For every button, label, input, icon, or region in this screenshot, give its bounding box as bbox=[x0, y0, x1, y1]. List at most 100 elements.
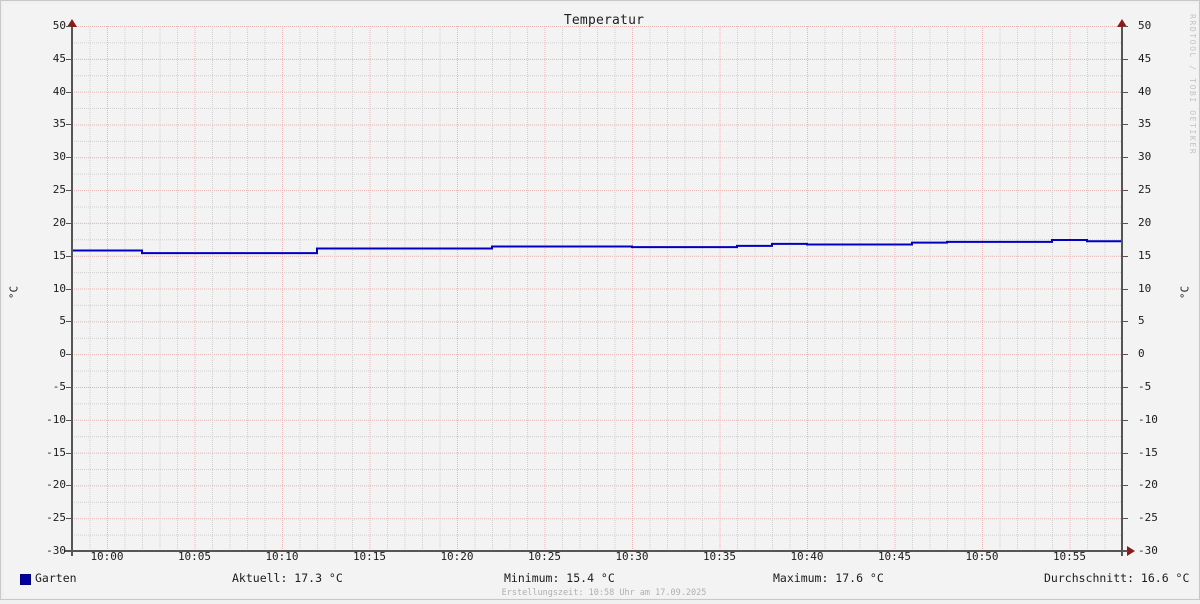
y-axis-right-tick-label: 20 bbox=[1138, 215, 1152, 229]
x-axis-spine bbox=[64, 550, 1127, 552]
y-axis-right-tick-label: 30 bbox=[1138, 150, 1152, 164]
y-axis-right-tick-label: -30 bbox=[1138, 544, 1158, 557]
y-axis-right-tick-label: 40 bbox=[1138, 84, 1152, 98]
y-axis-tick-mark bbox=[1123, 58, 1128, 60]
y-axis-left-arrow-icon bbox=[67, 19, 77, 27]
y-axis-tick-mark bbox=[66, 485, 71, 487]
y-axis-left-tick-label: -20 bbox=[46, 478, 66, 492]
y-axis-tick-mark bbox=[66, 354, 71, 356]
y-axis-right-tick-label: 0 bbox=[1138, 347, 1145, 361]
y-axis-tick-mark bbox=[66, 321, 71, 323]
y-axis-tick-mark bbox=[66, 452, 71, 454]
x-axis-tick-label: 10:10 bbox=[265, 550, 299, 563]
y-axis-left-tick-label: 30 bbox=[52, 150, 66, 164]
x-axis-tick-label: 10:00 bbox=[90, 550, 124, 563]
chart-canvas: Temperatur °C °C RRDTOOL / TOBI OETIKER … bbox=[4, 4, 1198, 598]
legend-label-garten: Garten bbox=[35, 571, 77, 585]
y-axis-left-tick-label: -15 bbox=[46, 445, 66, 459]
y-axis-tick-mark bbox=[1123, 157, 1128, 159]
y-axis-tick-mark bbox=[1123, 551, 1128, 552]
y-axis-tick-mark bbox=[66, 91, 71, 93]
x-axis-tick-label: 10:20 bbox=[440, 550, 474, 563]
y-axis-tick-mark bbox=[66, 26, 71, 27]
x-axis-tick-label: 10:45 bbox=[877, 550, 912, 563]
page-title: Temperatur bbox=[563, 13, 645, 28]
y-axis-tick-mark bbox=[1123, 26, 1128, 27]
y-axis-left-tick-label: 15 bbox=[52, 248, 66, 262]
y-axis-left-tick-label: 50 bbox=[52, 19, 66, 32]
y-axis-tick-mark bbox=[66, 190, 71, 192]
x-axis-arrow-icon bbox=[1127, 546, 1135, 556]
y-axis-tick-mark bbox=[1123, 288, 1128, 290]
y-axis-left-spine bbox=[71, 26, 73, 556]
y-axis-tick-mark bbox=[1123, 419, 1128, 421]
y-axis-tick-mark bbox=[66, 518, 71, 520]
x-axis-tick-label: 10:30 bbox=[615, 550, 649, 563]
x-axis-tick-label: 10:25 bbox=[527, 550, 562, 563]
x-axis-tick-label: 10:50 bbox=[965, 550, 999, 563]
y-axis-tick-mark bbox=[66, 222, 71, 224]
y-axis-left-tick-label: -10 bbox=[46, 412, 66, 426]
y-axis-tick-mark bbox=[1123, 124, 1128, 126]
y-axis-tick-mark bbox=[66, 124, 71, 126]
y-axis-left-tick-label: -25 bbox=[46, 511, 66, 525]
y-axis-right-tick-label: 35 bbox=[1138, 117, 1152, 131]
y-axis-right-spine bbox=[1121, 26, 1123, 556]
y-axis-right-unit-label: °C bbox=[1178, 285, 1192, 300]
x-axis-tick-label: 10:15 bbox=[352, 550, 387, 563]
rrdtool-watermark: RRDTOOL / TOBI OETIKER bbox=[1188, 14, 1197, 156]
y-axis-left-tick-label: 25 bbox=[52, 183, 66, 197]
legend-color-swatch bbox=[20, 574, 31, 585]
stat-current-value: Aktuell: 17.3 °C bbox=[232, 571, 343, 585]
y-axis-right-tick-label: 50 bbox=[1138, 19, 1152, 32]
y-axis-tick-mark bbox=[66, 58, 71, 60]
y-axis-tick-mark bbox=[1123, 255, 1128, 257]
status-bar: Garten Aktuell: 17.3 °C Minimum: 15.4 °C… bbox=[4, 570, 1200, 590]
y-axis-tick-mark bbox=[1123, 386, 1128, 388]
y-axis-tick-mark bbox=[66, 419, 71, 421]
data-line-garten bbox=[72, 238, 1123, 255]
y-axis-left-tick-label: -30 bbox=[46, 544, 66, 557]
creation-timestamp: Erstellungszeit: 10:58 Uhr am 17.09.2025 bbox=[501, 588, 707, 598]
y-axis-tick-mark bbox=[66, 288, 71, 290]
y-axis-left-tick-label: 40 bbox=[52, 84, 66, 98]
y-axis-left-tick-label: -5 bbox=[52, 379, 66, 393]
y-axis-tick-mark bbox=[1123, 321, 1128, 323]
y-axis-left-tick-label: 35 bbox=[52, 117, 66, 131]
y-axis-tick-mark bbox=[1123, 485, 1128, 487]
y-axis-right-tick-label: -10 bbox=[1138, 412, 1158, 426]
y-axis-left-unit-label: °C bbox=[7, 285, 21, 300]
y-axis-tick-mark bbox=[66, 386, 71, 388]
y-axis-left-tick-label: 45 bbox=[52, 51, 66, 65]
y-axis-tick-mark bbox=[1123, 190, 1128, 192]
y-axis-tick-mark bbox=[1123, 91, 1128, 93]
stat-minimum-value: Minimum: 15.4 °C bbox=[504, 571, 615, 585]
y-axis-tick-mark bbox=[1123, 452, 1128, 454]
y-axis-right-arrow-icon bbox=[1117, 19, 1127, 27]
y-axis-left-tick-label: 10 bbox=[52, 281, 66, 295]
y-axis-right-tick-label: -25 bbox=[1138, 511, 1158, 525]
y-axis-tick-mark bbox=[1123, 354, 1128, 356]
stat-maximum-value: Maximum: 17.6 °C bbox=[773, 571, 884, 585]
y-axis-tick-mark bbox=[66, 255, 71, 257]
y-axis-left-tick-label: 5 bbox=[59, 314, 66, 328]
y-axis-right-tick-label: 5 bbox=[1138, 314, 1145, 328]
y-axis-tick-mark bbox=[1123, 222, 1128, 224]
x-axis-tick-label: 10:05 bbox=[177, 550, 212, 563]
y-axis-tick-mark bbox=[1123, 518, 1128, 520]
x-axis-tick-label: 10:40 bbox=[790, 550, 824, 563]
y-axis-right-tick-label: 25 bbox=[1138, 183, 1152, 197]
y-axis-tick-mark bbox=[66, 157, 71, 159]
y-axis-right-tick-label: 10 bbox=[1138, 281, 1152, 295]
y-axis-tick-mark bbox=[66, 551, 71, 552]
y-axis-right-tick-label: -5 bbox=[1138, 379, 1152, 393]
x-axis-tick-label: 10:55 bbox=[1052, 550, 1087, 563]
plot-area bbox=[72, 26, 1123, 552]
y-axis-right-tick-label: -20 bbox=[1138, 478, 1158, 492]
stat-average-value: Durchschnitt: 16.6 °C bbox=[1044, 571, 1190, 585]
y-axis-right-tick-label: 15 bbox=[1138, 248, 1152, 262]
y-axis-right-tick-label: -15 bbox=[1138, 445, 1158, 459]
y-axis-right-tick-label: 45 bbox=[1138, 51, 1152, 65]
x-axis-tick-label: 10:35 bbox=[702, 550, 737, 563]
